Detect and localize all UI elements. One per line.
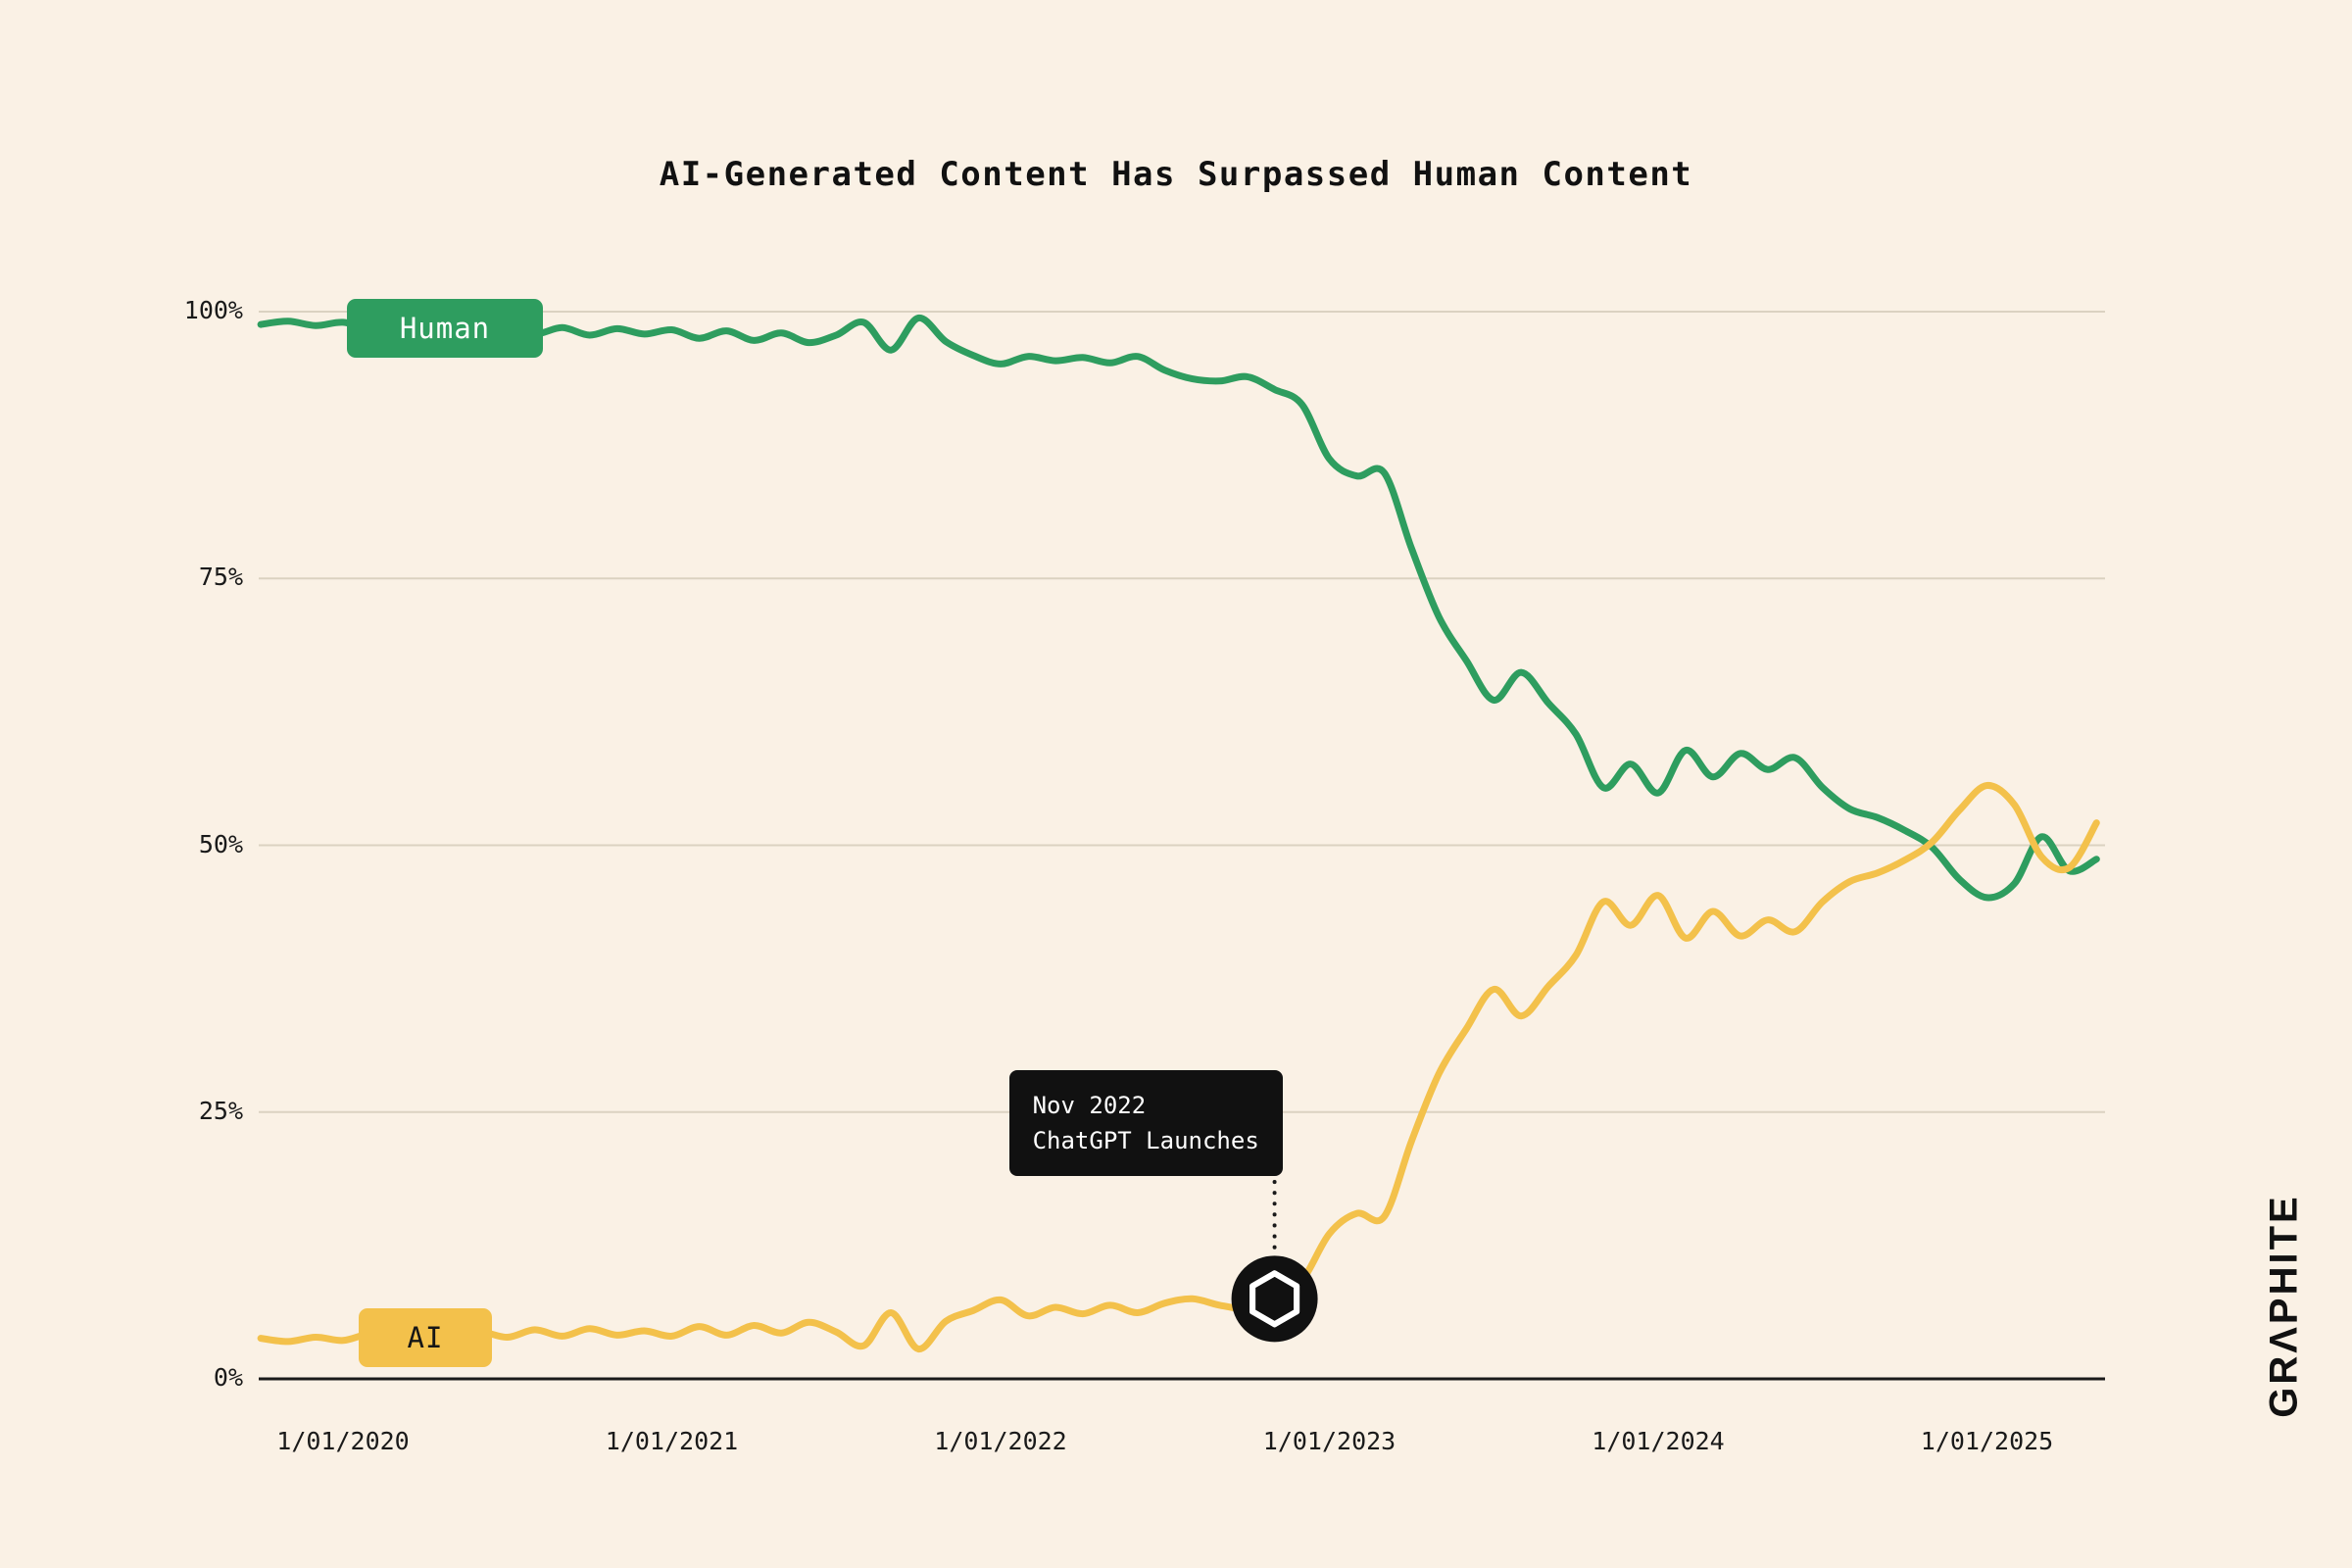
legend-badge-ai: AI — [359, 1308, 492, 1367]
y-tick-label: 25% — [198, 1096, 243, 1125]
graphite-logo: GRΛPHITE — [2262, 1194, 2306, 1418]
x-tick-label: 1/01/2024 — [1592, 1427, 1725, 1455]
y-tick-label: 50% — [198, 829, 243, 858]
y-tick-label: 0% — [213, 1363, 243, 1392]
openai-logo-circle — [1231, 1255, 1318, 1343]
openai-logo-marker — [1231, 1255, 1318, 1343]
ai-line-series — [257, 781, 2100, 1352]
annotation-tooltip: Nov 2022 ChatGPT Launches — [1008, 1070, 1283, 1176]
openai-logo-icon — [1250, 1270, 1300, 1328]
x-tick-label: 1/01/2023 — [1262, 1427, 1396, 1455]
x-tick-label: 1/01/2022 — [934, 1427, 1067, 1455]
y-tick-label: 100% — [183, 296, 243, 324]
x-tick-label: 1/01/2021 — [605, 1427, 739, 1455]
legend-badge-human: Human — [347, 299, 543, 358]
chart-title: AI-Generated Content Has Surpassed Human… — [659, 155, 1693, 194]
y-tick-label: 75% — [198, 563, 243, 592]
human-line-series — [257, 315, 2100, 902]
gridlines — [259, 311, 2105, 1113]
x-tick-label: 1/01/2025 — [1920, 1427, 2054, 1455]
annotation-tooltip-text: ChatGPT Launches — [1032, 1127, 1259, 1154]
annotation-tooltip-date: Nov 2022 — [1032, 1092, 1147, 1119]
x-tick-label: 1/01/2020 — [276, 1427, 410, 1455]
